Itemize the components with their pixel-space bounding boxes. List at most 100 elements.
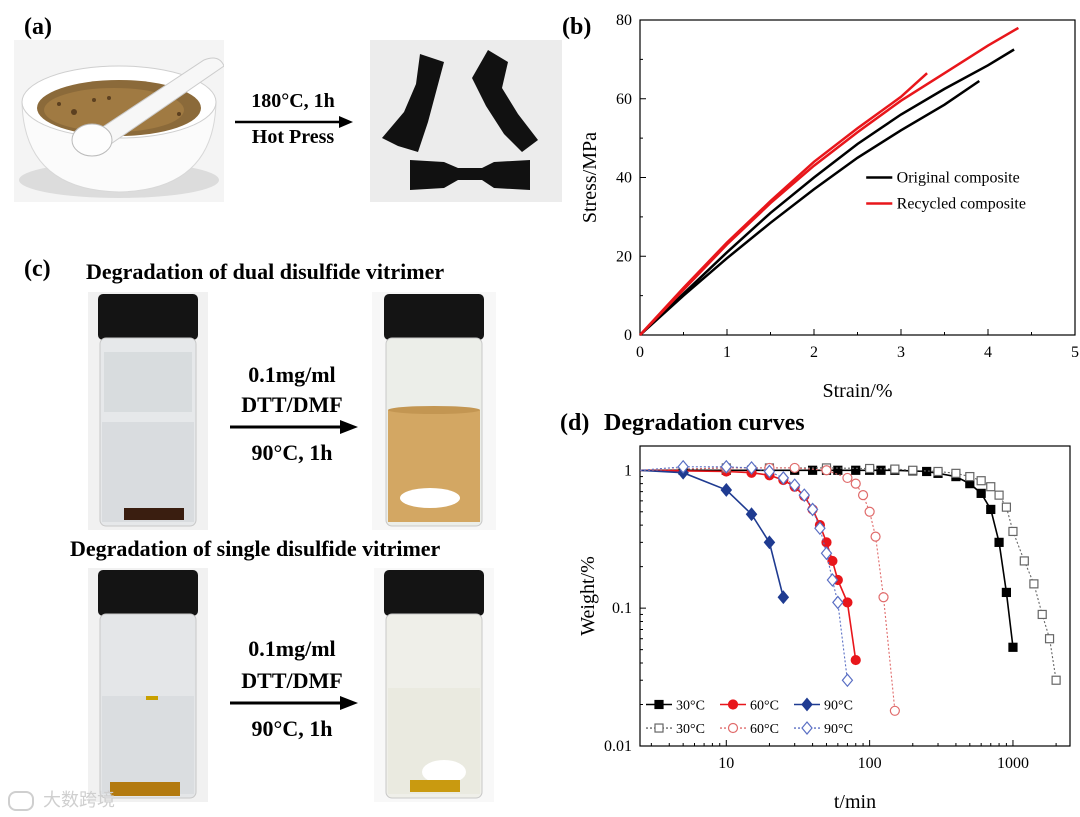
series-line — [639, 48, 1015, 336]
dual-vial-after-photo — [372, 292, 496, 530]
plot-frame — [639, 445, 1071, 747]
data-point — [826, 573, 839, 587]
series-line — [639, 72, 928, 336]
data-point — [864, 506, 875, 517]
data-point — [841, 673, 854, 688]
data-point — [1008, 526, 1018, 537]
data-point — [763, 535, 776, 550]
legend-label: 90°C — [824, 698, 853, 713]
watermark-text: 大数跨境 — [43, 790, 116, 810]
data-point — [798, 488, 811, 503]
data-point — [814, 521, 826, 536]
panel-d-title: Degradation curves — [604, 410, 805, 436]
arrow-right-icon — [230, 420, 358, 434]
series-line — [639, 26, 1020, 336]
y-tick-label: 0.01 — [604, 738, 632, 755]
x-tick-label: 2 — [810, 344, 818, 361]
data-point — [865, 463, 875, 474]
series-line — [639, 467, 896, 711]
series-line — [639, 469, 785, 598]
panel-c-label: (c) — [24, 256, 51, 282]
data-point — [986, 504, 996, 515]
legend-label: 30°C — [676, 698, 705, 713]
data-point — [965, 471, 975, 482]
data-point — [951, 468, 961, 478]
data-point — [1001, 587, 1012, 598]
data-point — [821, 465, 832, 476]
data-point — [857, 490, 869, 501]
degradation-chart: 10 100 1000 0.01 0.1 1 t/min Weight/% 30°C 60°C 90… — [577, 445, 1071, 813]
x-tick-label: 5 — [1071, 344, 1079, 361]
data-point — [833, 465, 843, 475]
arrow-right-icon — [235, 116, 353, 128]
data-point — [654, 699, 664, 710]
data-point — [933, 466, 943, 477]
data-point — [1001, 502, 1012, 512]
y-tick-label: 20 — [616, 248, 632, 265]
series-line — [639, 79, 981, 336]
series-line — [639, 469, 857, 661]
series-line — [639, 467, 1057, 681]
data-point — [1037, 609, 1047, 620]
data-point — [1044, 634, 1055, 644]
data-point — [976, 488, 986, 498]
data-point — [727, 699, 739, 710]
data-point — [745, 507, 758, 522]
x-tick-label: 10 — [718, 755, 734, 772]
data-point — [1019, 556, 1029, 566]
data-point — [806, 502, 819, 517]
press-process: Hot Press — [251, 126, 335, 148]
panel-b-label: (b) — [562, 14, 592, 40]
data-point — [986, 482, 996, 492]
y-axis-label: Weight/% — [577, 556, 599, 635]
data-point — [976, 476, 986, 486]
data-point — [876, 465, 886, 475]
mortar-pestle-photo — [14, 40, 224, 202]
press-condition: 180°C, 1h — [251, 90, 335, 112]
data-point — [842, 597, 853, 608]
data-point — [890, 464, 900, 474]
data-point — [842, 472, 853, 484]
x-tick-label: 4 — [984, 344, 992, 361]
watermark-logo: 大数跨境 — [8, 786, 115, 812]
data-point — [870, 531, 881, 542]
data-point — [777, 590, 790, 605]
data-point — [720, 459, 733, 474]
arrow-right-icon — [230, 696, 358, 710]
legend-label: Recycled composite — [897, 196, 1026, 213]
y-axis-label: Stress/MPa — [579, 132, 601, 223]
dual-cond-1: 0.1mg/ml — [248, 362, 336, 387]
data-point — [908, 465, 918, 475]
data-point — [801, 697, 813, 712]
data-point — [727, 722, 739, 734]
legend-label: Original composite — [897, 170, 1020, 187]
panel-d-label: (d) — [560, 410, 590, 436]
dual-cond-3: 90°C, 1h — [251, 440, 333, 465]
data-point — [851, 465, 861, 475]
data-point — [832, 595, 844, 610]
data-point — [801, 721, 813, 735]
legend-label: 60°C — [750, 698, 779, 713]
x-tick-label: 0 — [636, 344, 644, 361]
watermark-icon — [8, 791, 34, 812]
legend-label: 30°C — [676, 722, 705, 737]
specimen-photo — [370, 40, 562, 202]
dual-vial-before-photo — [88, 292, 208, 530]
x-tick-label: 3 — [897, 344, 905, 361]
single-cond-2: DTT/DMF — [241, 668, 343, 693]
x-tick-label: 100 — [858, 755, 882, 772]
data-point — [878, 592, 889, 603]
legend-label: 60°C — [750, 722, 779, 737]
data-point — [820, 546, 833, 561]
panel-a-label: (a) — [24, 14, 52, 40]
data-point — [1051, 675, 1061, 685]
data-point — [654, 723, 664, 733]
data-point — [922, 466, 932, 477]
stress-strain-chart: 0 1 2 3 4 5 0 20 40 60 80 Strain/% Stress/MPa Origina… — [579, 14, 1079, 402]
x-tick-label: 1000 — [997, 755, 1029, 772]
data-point — [827, 555, 838, 567]
data-point — [807, 465, 818, 475]
y-tick-label: 80 — [616, 14, 632, 29]
data-point — [788, 478, 801, 493]
data-point — [1029, 579, 1039, 589]
